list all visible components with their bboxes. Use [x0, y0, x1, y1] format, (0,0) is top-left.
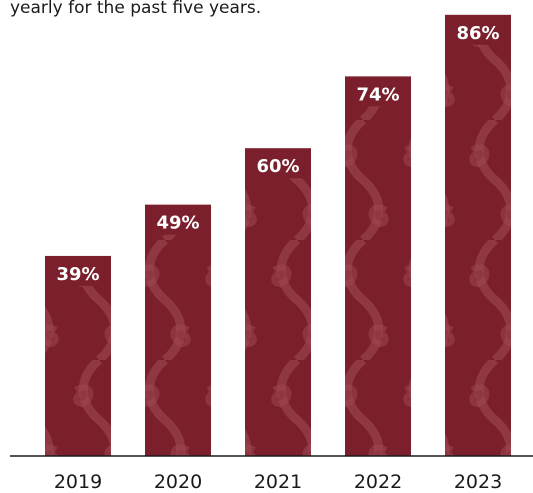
tick-label-2021: 2021	[254, 471, 302, 493]
bar-pattern-2022	[345, 106, 411, 456]
value-label-2019: 39%	[56, 264, 99, 285]
bar-pattern-2023	[445, 44, 511, 456]
value-label-2021: 60%	[256, 156, 299, 177]
value-label-2022: 74%	[356, 84, 399, 105]
tick-label-2019: 2019	[54, 471, 102, 493]
tick-label-2023: 2023	[454, 471, 502, 493]
bar-pattern-2019	[45, 285, 111, 456]
value-labels-group: 39% 49% 60% 74% 86%	[56, 23, 499, 285]
tick-label-2022: 2022	[354, 471, 402, 493]
tick-label-2020: 2020	[154, 471, 202, 493]
bar-pattern-2020	[145, 234, 211, 456]
value-label-2020: 49%	[156, 213, 199, 234]
bar-pattern-2021	[245, 178, 311, 456]
bars-group	[45, 14, 511, 456]
value-label-2023: 86%	[456, 23, 499, 44]
tick-labels-group: 2019 2020 2021 2022 2023	[54, 471, 502, 493]
chart-caption: yearly for the past five years.	[10, 0, 261, 18]
